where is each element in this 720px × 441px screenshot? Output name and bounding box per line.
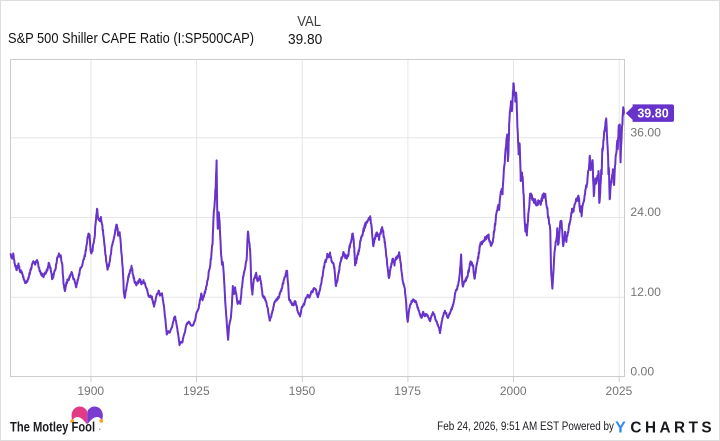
svg-text:CHARTS: CHARTS — [630, 420, 715, 437]
svg-text:36.00: 36.00 — [630, 125, 661, 139]
svg-text:1925: 1925 — [183, 384, 210, 398]
svg-text:12.00: 12.00 — [630, 285, 661, 299]
svg-text:0.00: 0.00 — [630, 365, 654, 379]
svg-text:2000: 2000 — [500, 384, 527, 398]
svg-text:39.80: 39.80 — [637, 107, 668, 121]
svg-text:24.00: 24.00 — [630, 205, 661, 219]
svg-text:The Motley Fool: The Motley Fool — [10, 419, 95, 434]
svg-text:1900: 1900 — [77, 384, 104, 398]
svg-text:1950: 1950 — [289, 384, 316, 398]
svg-text:2025: 2025 — [606, 384, 633, 398]
svg-text:1975: 1975 — [394, 384, 421, 398]
svg-text:Y: Y — [615, 420, 626, 437]
